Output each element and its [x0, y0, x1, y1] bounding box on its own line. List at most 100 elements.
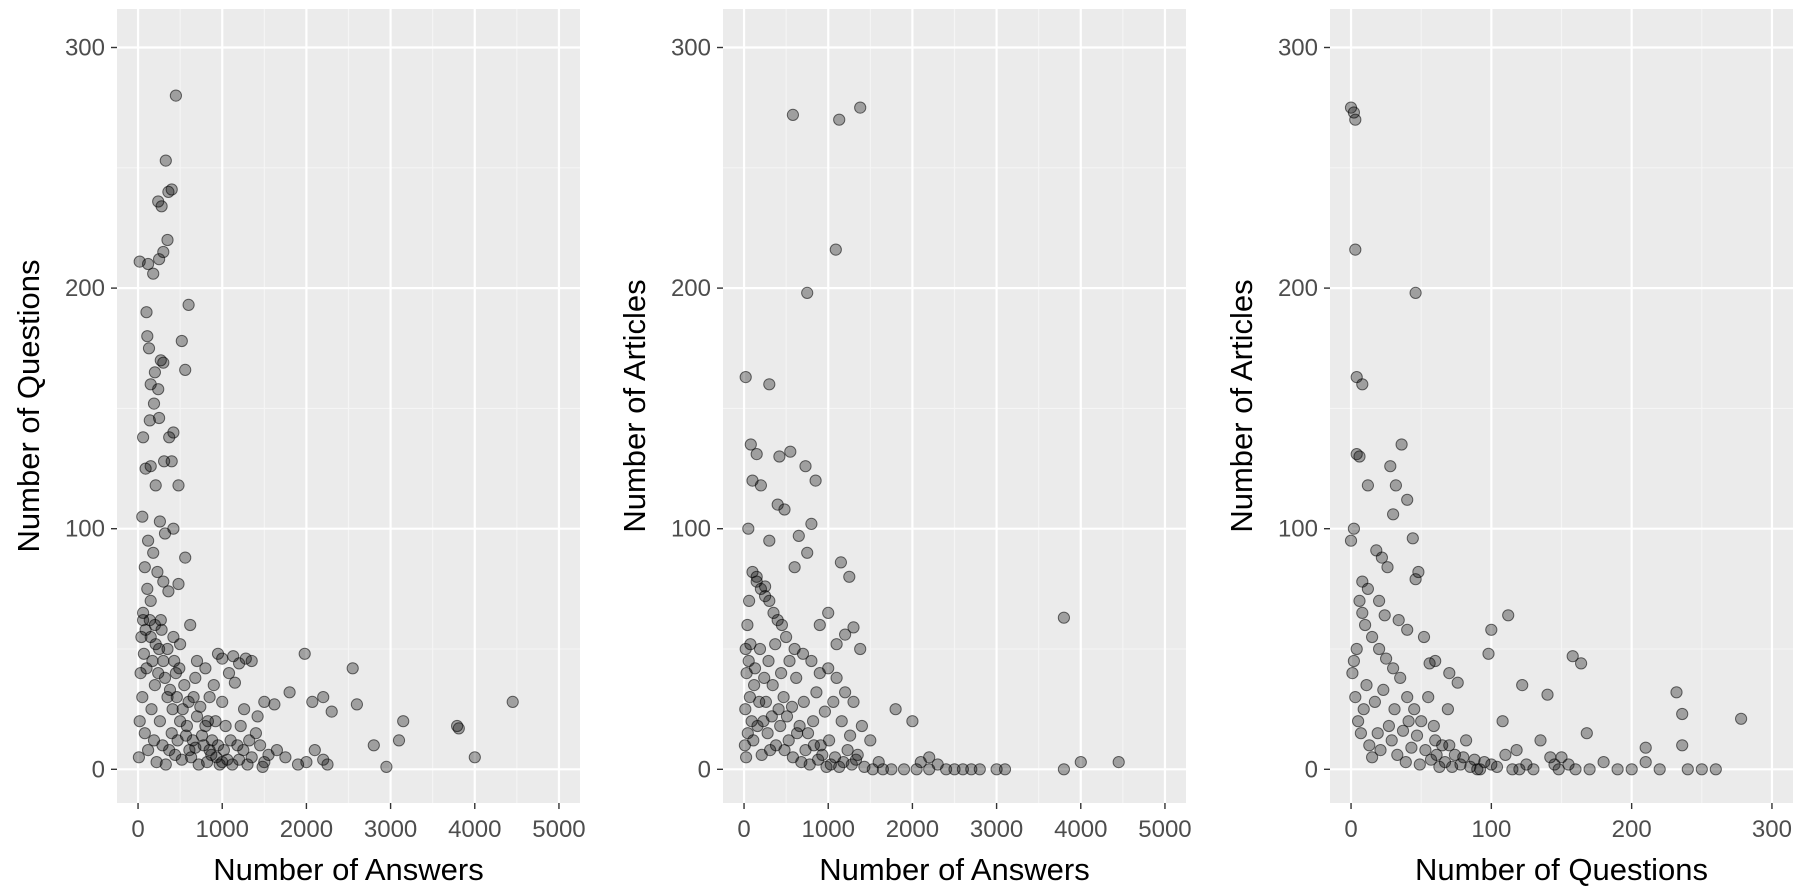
data-point [166, 703, 179, 716]
y-tick-label: 300 [671, 34, 711, 61]
x-tick-label: 200 [1612, 816, 1652, 843]
data-point [1405, 741, 1418, 754]
data-point [833, 113, 846, 126]
data-point [785, 700, 799, 713]
y-tick-label: 0 [1305, 756, 1318, 783]
data-point [948, 763, 961, 776]
data-point [245, 751, 258, 764]
data-point [207, 679, 220, 692]
data-point [761, 727, 774, 740]
data-point [851, 748, 864, 762]
x-axis-title: Number of Questions [1415, 852, 1708, 887]
data-point [1074, 756, 1087, 769]
x-tick-label: 1000 [802, 816, 855, 843]
data-point [300, 756, 313, 769]
data-point [762, 654, 775, 668]
data-point [135, 630, 148, 644]
data-point [189, 671, 202, 685]
data-point [224, 734, 237, 747]
data-point [143, 614, 156, 627]
y-tick-label: 200 [1278, 275, 1318, 302]
data-point [148, 679, 161, 692]
data-point [1366, 630, 1379, 644]
data-point [782, 734, 795, 747]
data-point [201, 715, 214, 728]
data-point [153, 253, 166, 266]
data-point [973, 763, 986, 776]
data-point [173, 662, 186, 675]
data-point [777, 691, 790, 704]
x-tick-label: 2000 [886, 816, 939, 843]
x-tick-label: 300 [1752, 816, 1792, 843]
grid-lines [117, 9, 580, 803]
data-point [1377, 683, 1390, 697]
data-point [763, 534, 776, 547]
data-point [809, 474, 822, 487]
data-point [998, 763, 1012, 776]
data-point [141, 582, 154, 596]
data-point [956, 763, 970, 776]
data-point [151, 565, 164, 579]
data-point [1361, 582, 1375, 596]
data-point [133, 715, 146, 728]
data-point [136, 691, 149, 704]
data-point [750, 448, 763, 461]
data-point [1423, 657, 1436, 670]
data-point [251, 710, 264, 723]
x-axis-title: Number of Answers [819, 852, 1090, 887]
data-point [1401, 493, 1414, 506]
data-point [1385, 734, 1398, 747]
data-point [211, 647, 225, 660]
data-point [758, 671, 771, 685]
data-point [153, 715, 166, 728]
data-point [317, 691, 330, 704]
data-point [1527, 763, 1540, 776]
data-point [254, 739, 267, 752]
data-point [813, 667, 826, 680]
data-point [199, 662, 212, 675]
data-point [1387, 508, 1400, 521]
y-tick-label: 100 [65, 516, 105, 543]
data-point [1548, 758, 1561, 771]
data-point [187, 691, 200, 704]
data-point [1451, 676, 1464, 689]
data-point [183, 744, 196, 757]
data-point [1695, 763, 1708, 776]
data-point [1513, 763, 1526, 776]
data-point [233, 657, 246, 670]
scatter-panel-answers-vs-articles: 0 1000 2000 3000 4000 5000 0 100 200 300 Number of… [617, 9, 1192, 887]
data-point [170, 691, 183, 704]
data-point [228, 676, 241, 689]
data-point [1502, 609, 1515, 622]
y-axis-title: Number of Articles [1224, 279, 1259, 532]
data-point [206, 734, 219, 747]
data-point [175, 334, 188, 348]
data-point [1409, 573, 1422, 586]
data-point [137, 647, 150, 660]
data-point [844, 729, 857, 742]
data-point [179, 363, 192, 376]
data-point [813, 618, 826, 632]
data-point [147, 546, 160, 559]
data-point [845, 758, 858, 771]
data-point [1709, 763, 1722, 776]
data-point [759, 590, 772, 603]
data-point [1506, 763, 1519, 776]
data-point [1496, 715, 1509, 728]
data-point [801, 727, 815, 740]
data-point [279, 751, 292, 764]
data-point [1534, 734, 1547, 747]
data-point [506, 695, 519, 709]
data-point [827, 695, 840, 709]
x-tick-label: 100 [1471, 816, 1511, 843]
data-point [1490, 760, 1504, 774]
data-point [1676, 707, 1689, 721]
data-point [1516, 679, 1529, 692]
x-tick-label: 3000 [970, 816, 1023, 843]
data-point [783, 654, 796, 668]
data-point [747, 734, 760, 747]
data-point [1360, 679, 1373, 692]
data-point [147, 397, 161, 410]
data-point [1441, 703, 1455, 716]
data-point [132, 751, 145, 764]
